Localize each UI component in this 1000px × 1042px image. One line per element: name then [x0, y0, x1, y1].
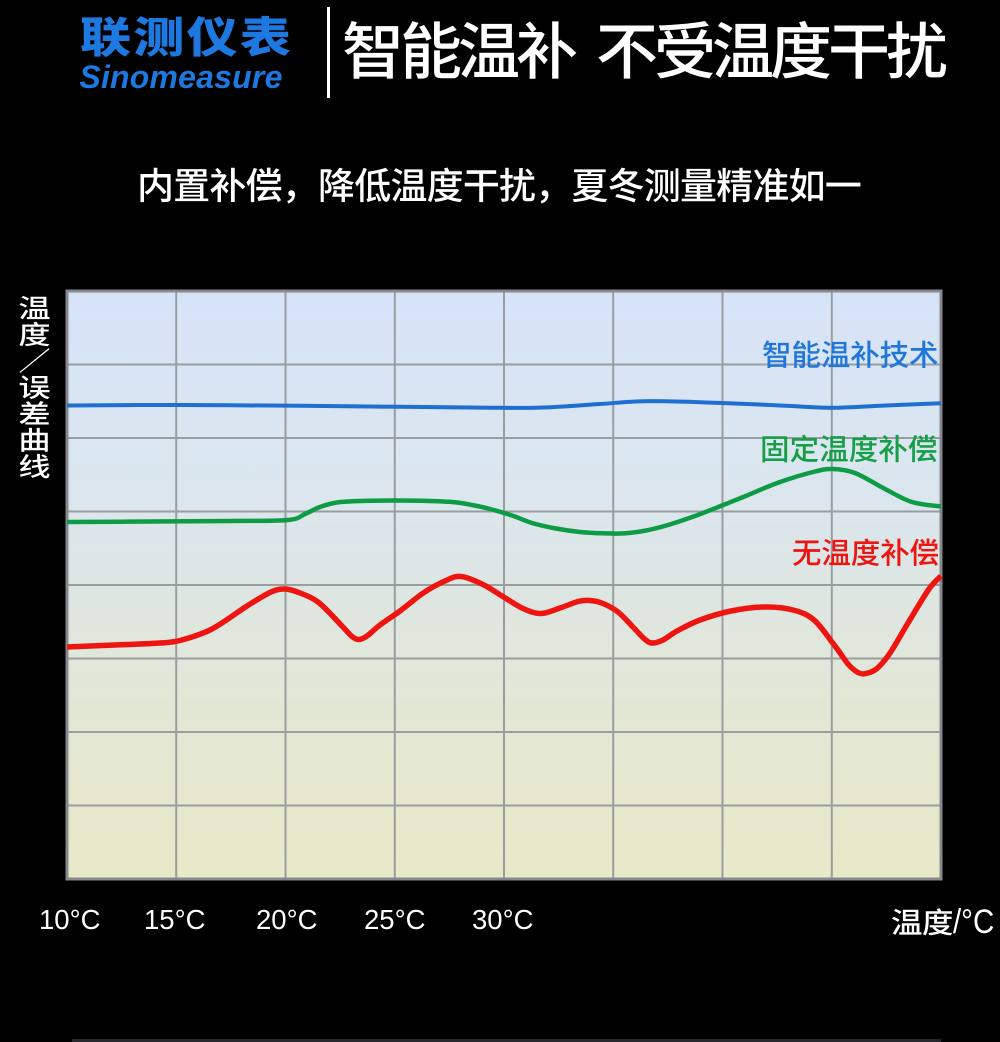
svg-text:/°C: /°C	[953, 902, 994, 941]
svg-text:10°C: 10°C	[39, 904, 100, 935]
svg-text:15°C: 15°C	[144, 904, 205, 935]
svg-text:30°C: 30°C	[472, 904, 533, 935]
svg-text:25°C: 25°C	[364, 904, 425, 935]
svg-text:20°C: 20°C	[256, 904, 317, 935]
